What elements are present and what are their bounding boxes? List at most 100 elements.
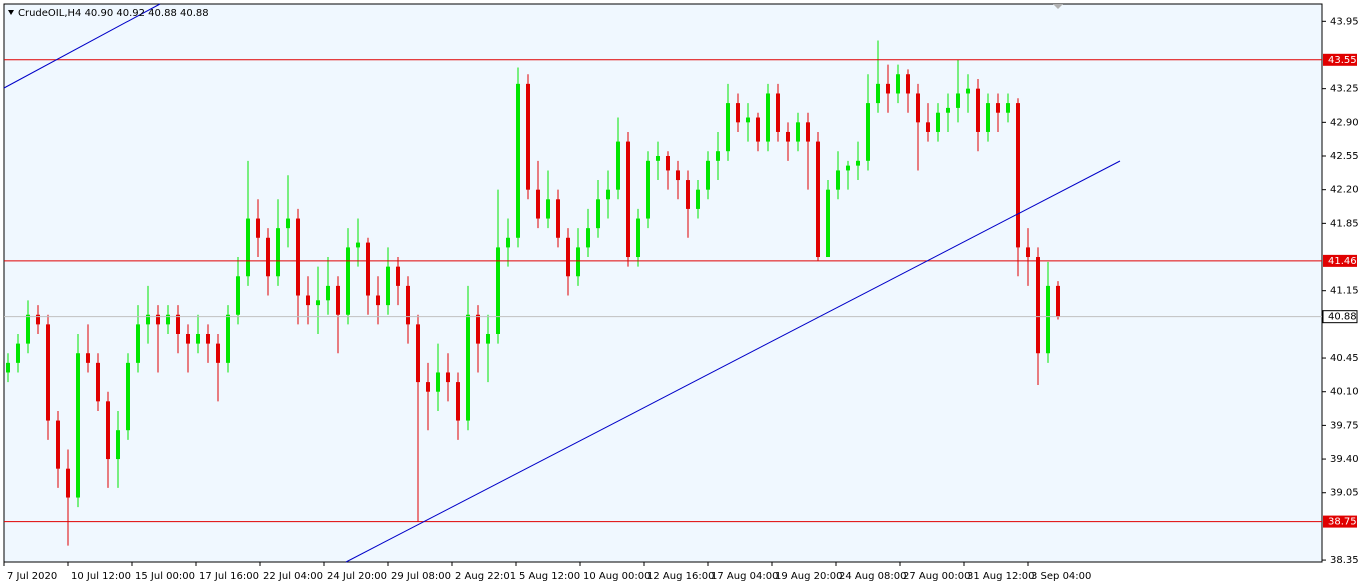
x-tick-label: 31 Aug 12:00 (967, 571, 1034, 582)
candle-body (196, 333, 200, 344)
menu-arrow (8, 10, 14, 15)
y-tick-label: 41.15 (1330, 286, 1358, 297)
candle-body (826, 189, 830, 258)
candle-body (466, 314, 470, 421)
x-tick-label: 24 Aug 08:00 (839, 571, 906, 582)
x-tick-label: 17 Jul 16:00 (199, 571, 259, 582)
candle-body (846, 165, 850, 171)
candle-body (136, 324, 140, 363)
candle-body (366, 242, 370, 296)
candle-body (606, 189, 610, 200)
last-price-label: 40.88 (1328, 312, 1357, 323)
level-label: 41.46 (1328, 256, 1357, 267)
candle-body (686, 180, 690, 209)
candle-body (1006, 103, 1010, 113)
y-tick-label: 40.10 (1330, 387, 1358, 398)
candle-body (756, 117, 760, 142)
y-tick-label: 42.90 (1330, 117, 1358, 128)
candle-body (1036, 257, 1040, 354)
candle-body (1046, 285, 1050, 354)
candle-body (96, 362, 100, 402)
x-tick-label: 24 Jul 20:00 (327, 571, 387, 582)
candle-body (246, 218, 250, 277)
candle-body (26, 314, 30, 344)
candle-body (876, 83, 880, 104)
candle-body (736, 103, 740, 123)
x-tick-label: 29 Jul 08:00 (391, 571, 451, 582)
candle-body (496, 247, 500, 334)
y-tick-label: 38.35 (1330, 555, 1358, 566)
candle-body (156, 314, 160, 325)
candle-body (266, 237, 270, 277)
candle-body (966, 88, 970, 94)
candle-body (766, 93, 770, 142)
x-tick-label: 12 Aug 16:00 (647, 571, 714, 582)
x-tick-label: 15 Jul 00:00 (135, 571, 195, 582)
candle-body (936, 112, 940, 132)
y-tick-label: 40.45 (1330, 353, 1358, 364)
candle-body (906, 74, 910, 94)
x-tick-label: 5 Aug 12:00 (519, 571, 580, 582)
candle-body (806, 122, 810, 142)
candle-body (306, 295, 310, 306)
candle-body (186, 333, 190, 344)
candle-body (996, 103, 1000, 113)
candle-body (896, 74, 900, 94)
candle-body (416, 324, 420, 383)
candle-body (916, 93, 920, 123)
candle-body (866, 103, 870, 161)
candle-body (166, 314, 170, 325)
candle-body (886, 83, 890, 94)
chart-title: CrudeOIL,H4 40.90 40.92 40.88 40.88 (18, 8, 209, 19)
x-tick-label: 10 Aug 00:00 (583, 571, 650, 582)
candle-body (856, 160, 860, 166)
y-tick-label: 39.05 (1330, 488, 1358, 499)
candle-body (546, 199, 550, 219)
candle-body (616, 141, 620, 190)
candle-body (986, 103, 990, 132)
candle-body (1016, 103, 1020, 248)
trend-line (3, 3, 161, 89)
candle-body (946, 107, 950, 113)
plot-area (3, 3, 1323, 563)
candle-body (726, 103, 730, 152)
candle-body (816, 141, 820, 258)
candle-body (56, 420, 60, 469)
candle-body (516, 83, 520, 238)
candle-body (106, 401, 110, 460)
candle-body (796, 122, 800, 142)
candle-body (236, 276, 240, 315)
candle-body (956, 93, 960, 108)
level-label-box (1323, 254, 1357, 267)
y-tick-label: 42.20 (1330, 185, 1358, 196)
candle-body (216, 343, 220, 363)
candle-body (746, 117, 750, 123)
candle-body (486, 333, 490, 344)
x-tick-label: 27 Aug 00:00 (903, 571, 970, 582)
candle-body (316, 300, 320, 306)
candle-body (696, 189, 700, 209)
candle-body (276, 228, 280, 277)
candle-body (566, 237, 570, 277)
candle-body (66, 468, 70, 498)
candle-body (656, 156, 660, 161)
candle-body (386, 266, 390, 306)
candle-body (176, 314, 180, 334)
candle-body (226, 314, 230, 363)
y-tick-label: 43.25 (1330, 84, 1358, 95)
candle-body (676, 170, 680, 181)
x-tick-label: 22 Jul 04:00 (263, 571, 323, 582)
candle-body (396, 266, 400, 286)
candle-body (596, 199, 600, 229)
candle-body (976, 88, 980, 132)
candle-body (426, 382, 430, 392)
candle-body (1056, 285, 1060, 317)
candle-body (116, 430, 120, 460)
candle-body (716, 151, 720, 161)
y-tick-label: 39.40 (1330, 454, 1358, 465)
candle-body (576, 247, 580, 277)
candle-body (646, 160, 650, 219)
candle-body (786, 131, 790, 142)
